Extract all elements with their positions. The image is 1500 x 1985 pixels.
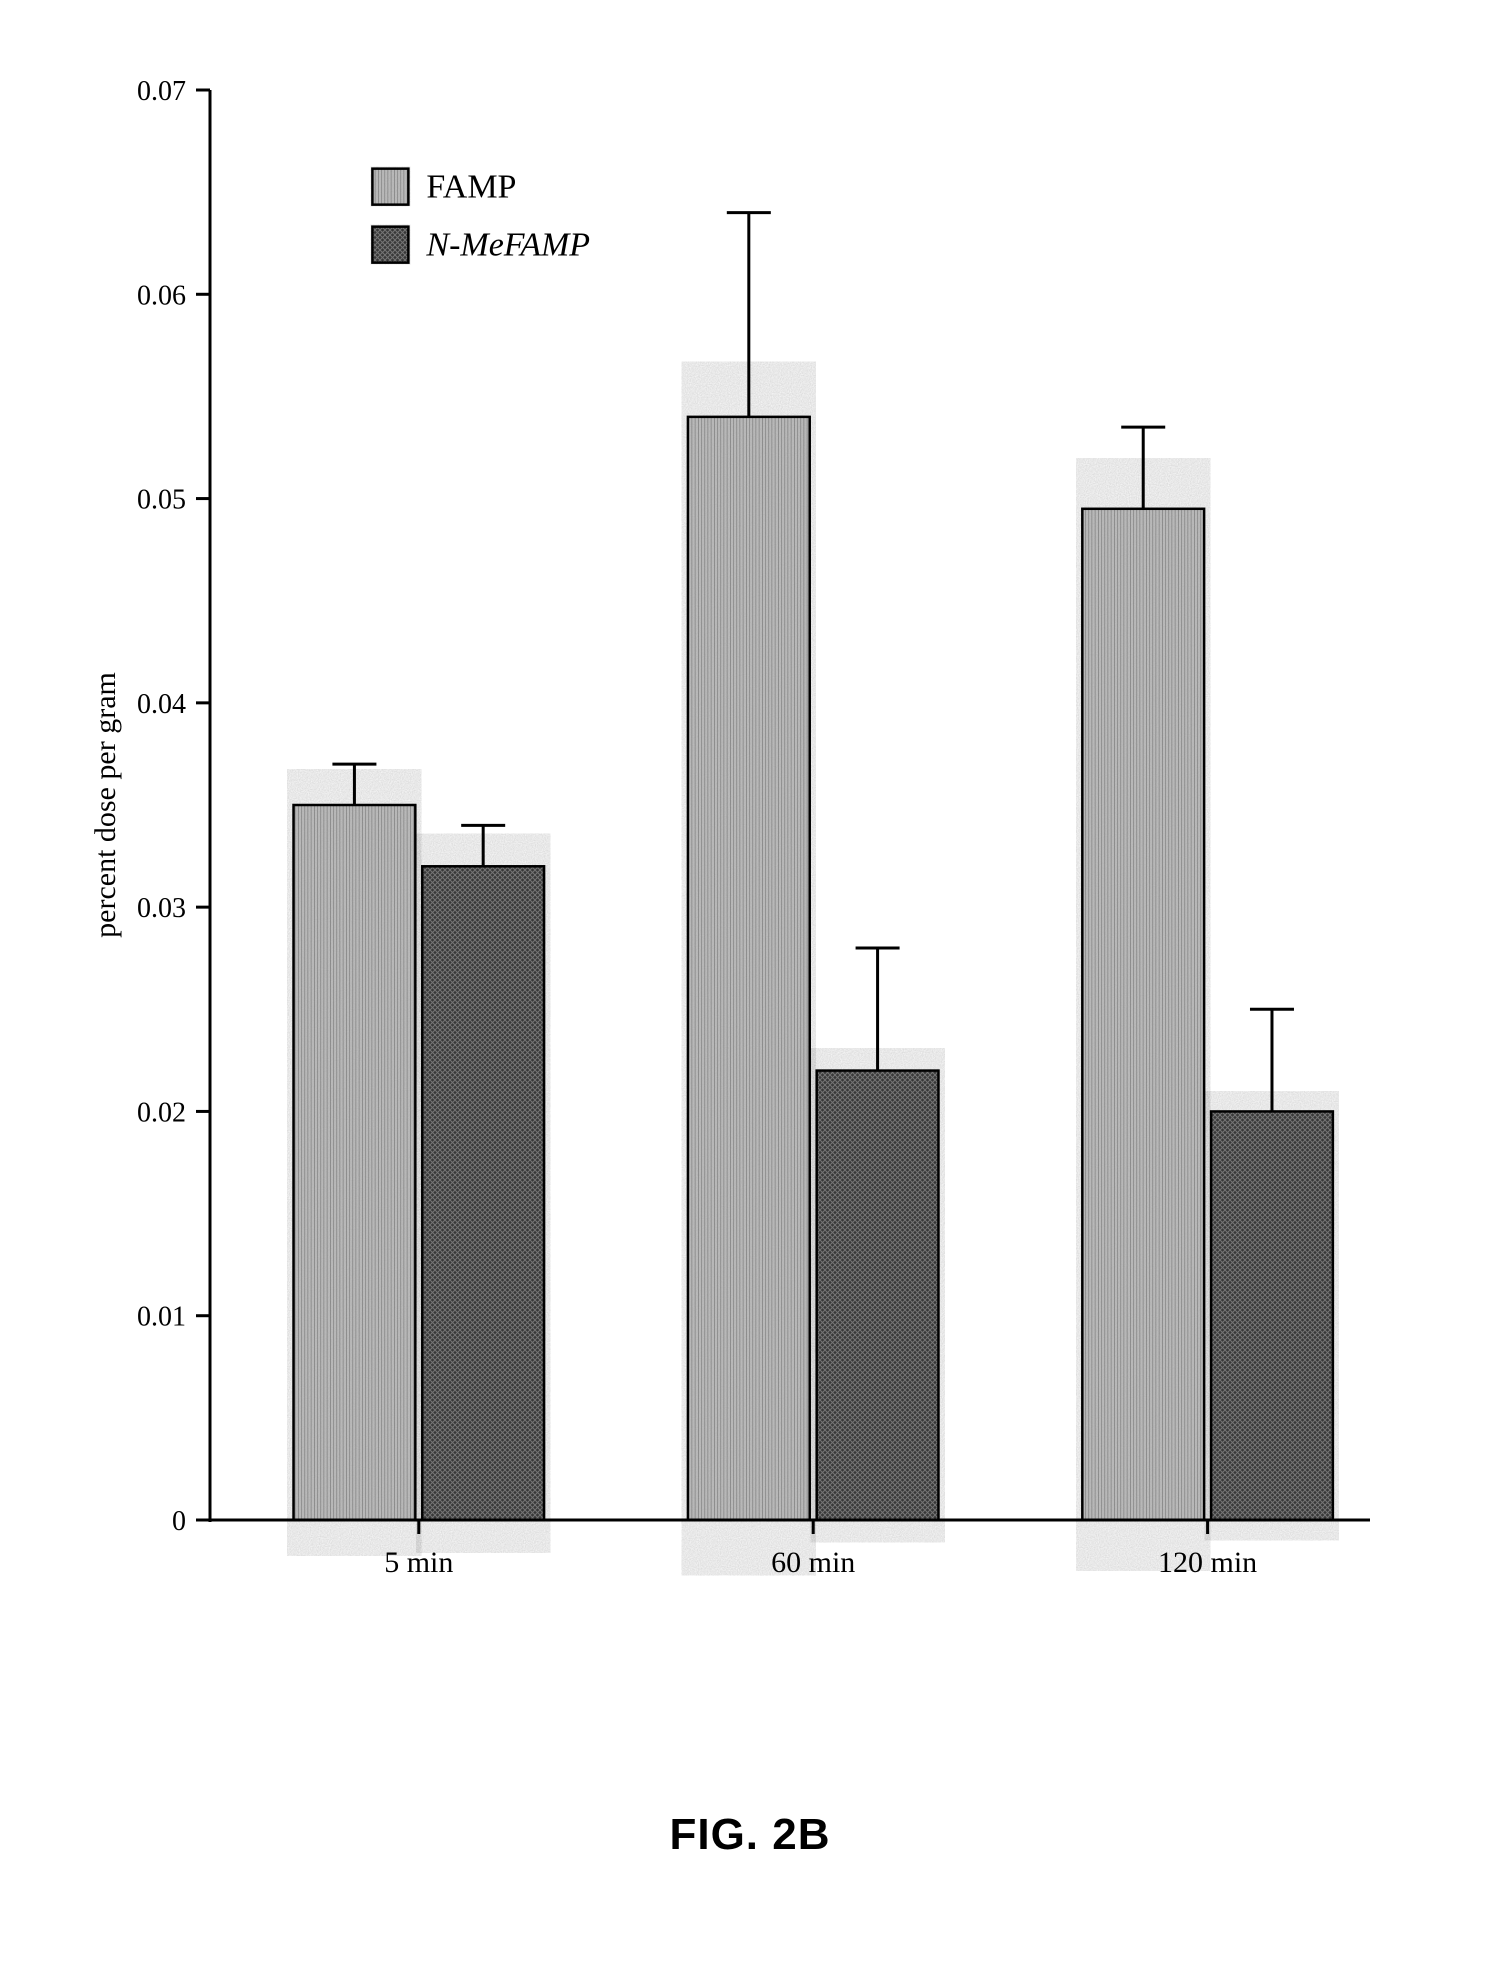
- y-tick-label: 0: [172, 1506, 186, 1537]
- x-tick-label: 60 min: [771, 1546, 855, 1579]
- bar-N-MeFAMP-60min: [817, 1071, 939, 1520]
- legend-swatch-FAMP: [372, 169, 408, 205]
- bar-chart: 0 0.01 0.02 0.03 0.04 0.05 0.06 0.07 percent dos…: [90, 60, 1410, 1640]
- legend-swatch-N-MeFAMP: [372, 227, 408, 263]
- page: 0 0.01 0.02 0.03 0.04 0.05 0.06 0.07 percent dos…: [0, 0, 1500, 1985]
- x-tick-label: 120 min: [1158, 1546, 1257, 1579]
- y-axis-label: percent dose per gram: [90, 672, 122, 938]
- bar-FAMP-5min: [294, 805, 416, 1520]
- y-tick-label: 0.02: [137, 1097, 186, 1128]
- legend-label-FAMP: FAMP: [426, 168, 516, 205]
- y-tick-label: 0.05: [137, 485, 186, 516]
- bar-FAMP-120min: [1082, 509, 1204, 1520]
- y-tick-label: 0.04: [137, 689, 186, 720]
- y-tick-label: 0.07: [137, 76, 186, 107]
- x-tick-label: 5 min: [384, 1546, 453, 1579]
- figure-title: FIG. 2B: [0, 1810, 1500, 1860]
- legend-label-N-MeFAMP: N-MeFAMP: [425, 226, 590, 263]
- y-tick-label: 0.03: [137, 893, 186, 924]
- bar-N-MeFAMP-5min: [422, 866, 544, 1520]
- bar-FAMP-60min: [688, 417, 810, 1520]
- chart-container: 0 0.01 0.02 0.03 0.04 0.05 0.06 0.07 percent dos…: [90, 60, 1410, 1645]
- y-tick-label: 0.01: [137, 1302, 186, 1333]
- y-tick-label: 0.06: [137, 280, 186, 311]
- bar-N-MeFAMP-120min: [1211, 1111, 1333, 1520]
